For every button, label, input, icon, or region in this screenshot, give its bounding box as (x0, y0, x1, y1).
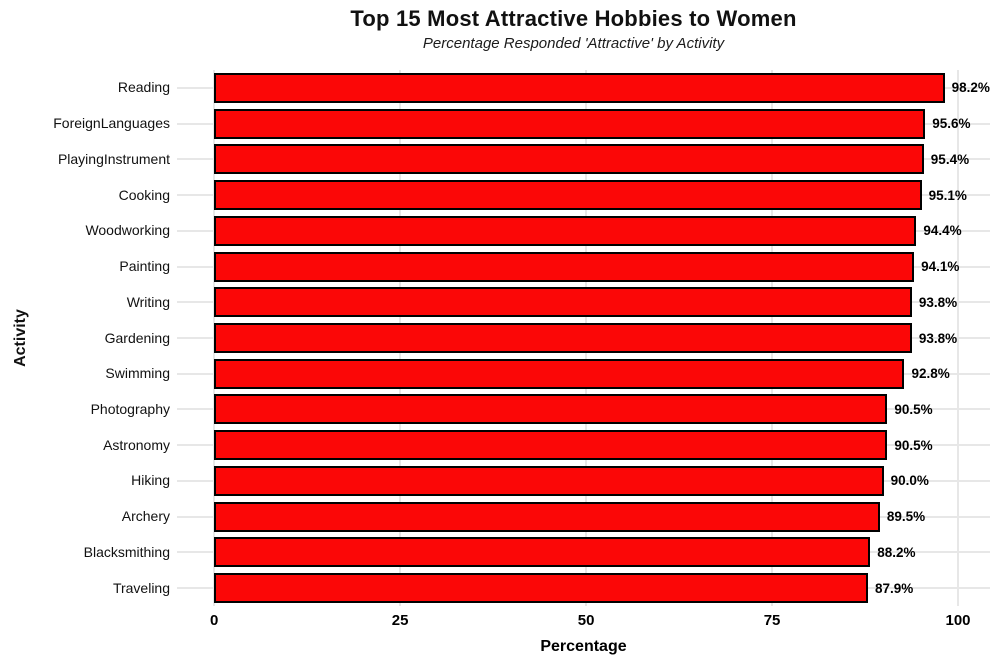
value-label: 95.4% (930, 151, 970, 167)
bar (214, 358, 905, 389)
category-label: Blacksmithing (83, 543, 170, 560)
chart-subtitle: Percentage Responded 'Attractive' by Act… (422, 35, 725, 52)
bar (214, 108, 926, 139)
value-label: 93.8% (918, 330, 958, 346)
x-tick-label: 50 (577, 612, 595, 629)
value-label: 90.5% (894, 401, 933, 417)
category-label: Hiking (131, 472, 170, 489)
category-label: Woodworking (85, 222, 170, 239)
y-tick-labels: Reading ForeignLanguages PlayingInstrument… (0, 70, 170, 606)
category-label: Astronomy (103, 436, 170, 453)
bar (214, 501, 880, 532)
bar (214, 287, 912, 318)
bar (214, 465, 884, 496)
value-label: 87.9% (875, 580, 914, 596)
value-label: 90.0% (890, 473, 929, 489)
bar (214, 573, 868, 604)
x-tick-label: 75 (763, 612, 781, 629)
bar (214, 72, 945, 103)
value-label: 95.6% (932, 116, 971, 132)
category-label: Archery (121, 508, 170, 525)
bar (214, 537, 871, 568)
bar (214, 215, 917, 246)
bar (214, 323, 912, 353)
value-label: 98.2% (951, 80, 990, 96)
category-label: PlayingInstrument (57, 150, 170, 167)
bar (214, 251, 915, 282)
x-tick-label: 100 (945, 612, 971, 629)
category-label: Reading (117, 79, 170, 96)
x-tick-label: 0 (210, 612, 219, 629)
bar (214, 394, 888, 425)
category-label: Photography (90, 400, 170, 417)
category-label: Traveling (112, 579, 170, 596)
category-label: Writing (126, 293, 170, 310)
bar (214, 430, 888, 461)
category-label: Swimming (105, 365, 170, 382)
value-label: 92.8% (911, 366, 950, 382)
bar (214, 180, 922, 211)
x-axis-label: Percentage (540, 638, 627, 655)
value-label: 95.1% (928, 187, 967, 203)
value-label: 90.5% (894, 437, 933, 453)
value-label: 88.2% (877, 544, 916, 560)
value-label: 94.1% (921, 259, 960, 275)
value-label: 94.4% (923, 223, 962, 239)
plot-area: 98.2% 95.6% 95.4% 95.1% 94.4% 94.1% 93.8% 93.8%… (177, 70, 990, 606)
value-label: 93.8% (918, 294, 958, 310)
category-label: ForeignLanguages (53, 115, 170, 132)
x-tick-label: 25 (391, 612, 409, 629)
chart-title: Top 15 Most Attractive Hobbies to Women (350, 6, 797, 31)
category-label: Cooking (118, 186, 170, 203)
category-label: Gardening (104, 329, 170, 346)
bar (214, 144, 924, 175)
value-label: 89.5% (886, 509, 926, 525)
category-label: Painting (119, 258, 170, 275)
